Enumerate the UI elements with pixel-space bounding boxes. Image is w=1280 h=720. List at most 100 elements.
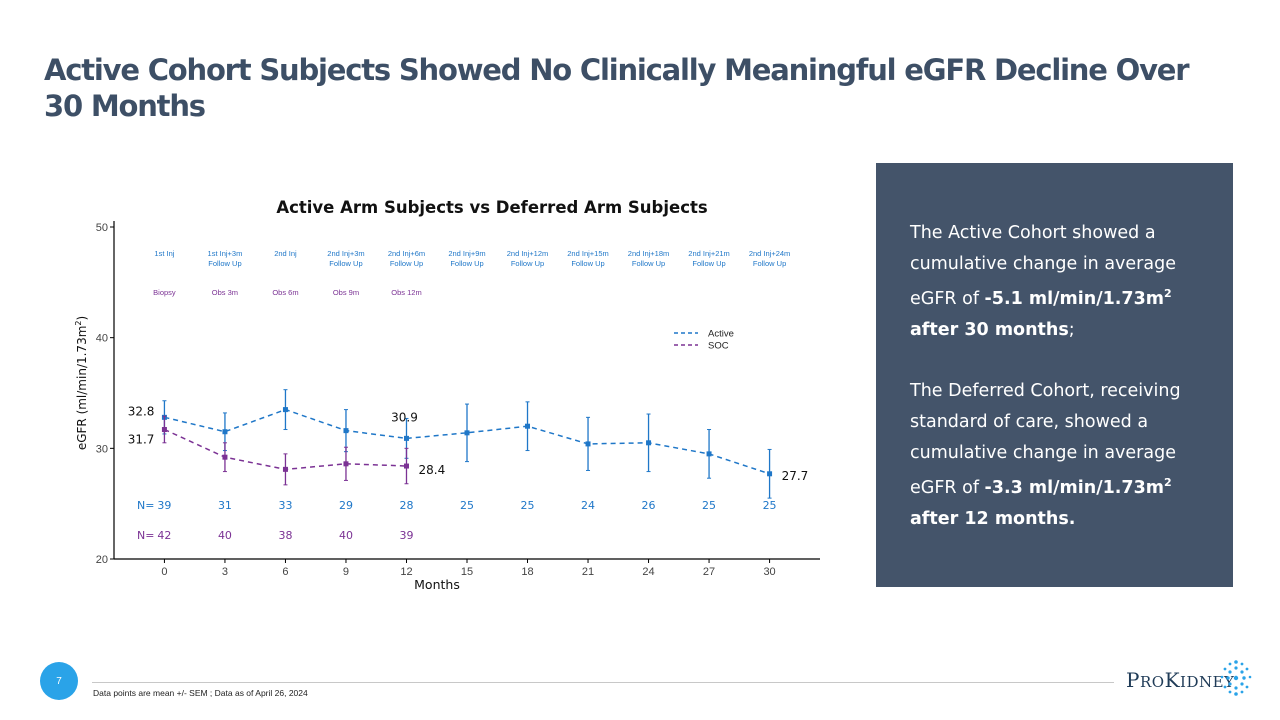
active-data-point: [646, 440, 652, 446]
y-tick-label: 50: [96, 222, 108, 234]
soc-n-value: 39: [399, 529, 413, 542]
timeline-active-label: Follow Up: [571, 259, 604, 268]
active-data-point: [464, 430, 470, 436]
active-data-point: [282, 407, 288, 413]
active-n-value: 25: [702, 499, 716, 512]
active-data-point: [767, 471, 773, 477]
deferred-summary-value: -3.3 ml/min/1.73m2 after 12 months.: [910, 476, 1172, 529]
y-tick-label: 20: [96, 554, 108, 566]
active-data-point: [343, 428, 349, 434]
legend-label-active: Active: [708, 329, 734, 340]
page-title: Active Cohort Subjects Showed No Clinica…: [44, 53, 1190, 123]
data-value-label: 32.8: [128, 404, 155, 418]
x-tick-label: 3: [222, 566, 228, 578]
active-n-value: 26: [642, 499, 656, 512]
y-axis-label-sup: 2: [74, 321, 83, 326]
timeline-soc-label: Obs 6m: [272, 288, 298, 297]
active-n-value: 29: [339, 499, 353, 512]
active-n-value: 33: [278, 499, 292, 512]
active-n-value: 25: [460, 499, 474, 512]
timeline-active-label: Follow Up: [208, 259, 241, 268]
soc-data-point: [161, 427, 167, 433]
egfr-line-chart: Active Arm Subjects vs Deferred Arm Subj…: [74, 198, 820, 592]
deferred-summary-text: The Deferred Cohort, receiving standard …: [910, 381, 1181, 499]
timeline-active-label: 2nd Inj+21m: [688, 249, 730, 258]
timeline-soc-label: Obs 9m: [333, 288, 359, 297]
summary-panel: [876, 163, 1233, 587]
data-value-label: 30.9: [391, 410, 418, 424]
y-axis-label-end: ): [75, 316, 89, 321]
timeline-active-label: Follow Up: [632, 259, 665, 268]
data-value-label: 27.7: [782, 469, 809, 483]
summary-text: The Active Cohort showed a cumulative ch…: [910, 218, 1210, 535]
timeline-active-label: Follow Up: [511, 259, 544, 268]
timeline-active-label: 2nd Inj: [274, 249, 297, 258]
soc-data-point: [343, 461, 349, 467]
timeline-active-label: Follow Up: [329, 259, 362, 268]
timeline-active-label: 2nd Inj+24m: [749, 249, 791, 258]
timeline-active-label: 2nd Inj+3m: [327, 249, 364, 258]
y-tick-label: 30: [96, 443, 108, 455]
logo-wordmark: PROKIDNEY: [1126, 668, 1235, 692]
logo-dots-icon: [1220, 660, 1252, 696]
timeline-active-label: Follow Up: [692, 259, 725, 268]
deferred-duration: after 12 months.: [910, 508, 1076, 529]
x-tick-label: 0: [161, 566, 167, 578]
active-summary-end: ;: [1068, 319, 1075, 340]
soc-data-point: [403, 463, 409, 469]
active-n-value: 31: [218, 499, 232, 512]
active-summary-value: -5.1 ml/min/1.73m2 after 30 months: [910, 287, 1172, 340]
x-tick-label: 30: [763, 566, 775, 578]
x-axis-label: Months: [414, 577, 460, 592]
active-cohort-summary: The Active Cohort showed a cumulative ch…: [910, 218, 1210, 346]
deferred-unit-superscript: 2: [1164, 476, 1172, 490]
timeline-active-label: 1st Inj+3m: [208, 249, 243, 258]
timeline-active-label: 2nd Inj+9m: [448, 249, 485, 258]
timeline-active-label: 1st Inj: [154, 249, 174, 258]
active-data-point: [222, 429, 228, 435]
prokidney-logo: PROKIDNEY: [1124, 658, 1254, 698]
active-unit-superscript: 2: [1164, 287, 1172, 301]
timeline-soc-label: Obs 3m: [212, 288, 238, 297]
footer-divider: [92, 682, 1114, 683]
active-series-line: [164, 408, 770, 475]
x-tick-label: 18: [521, 566, 533, 578]
legend-label-soc: SOC: [708, 341, 729, 352]
footnote: Data points are mean +/- SEM ; Data as o…: [93, 688, 308, 698]
active-n-value: 25: [763, 499, 777, 512]
timeline-soc-label: Obs 12m: [391, 288, 421, 297]
y-tick-label: 40: [96, 333, 108, 345]
timeline-active-label: 2nd Inj+6m: [388, 249, 425, 258]
x-tick-label: 6: [282, 566, 288, 578]
active-summary-text: The Active Cohort showed a cumulative ch…: [910, 223, 1176, 310]
x-tick-label: 15: [461, 566, 473, 578]
x-tick-label: 21: [582, 566, 594, 578]
x-tick-label: 27: [703, 566, 715, 578]
soc-n-value: 40: [339, 529, 353, 542]
timeline-active-label: Follow Up: [753, 259, 786, 268]
soc-n-value: 42: [157, 529, 171, 542]
soc-n-value: 38: [278, 529, 292, 542]
y-axis-label-main: eGFR (ml/min/1.73m: [75, 326, 89, 451]
soc-data-point: [282, 466, 288, 472]
active-n-value: 28: [399, 499, 413, 512]
active-change-value: -5.1 ml/min/1.73m: [984, 289, 1165, 310]
active-data-point: [706, 451, 712, 457]
soc-n-value: 40: [218, 529, 232, 542]
x-tick-label: 12: [400, 566, 412, 578]
active-data-point: [525, 423, 531, 429]
soc-data-point: [222, 454, 228, 460]
x-tick-label: 24: [642, 566, 654, 578]
timeline-soc-label: Biopsy: [153, 288, 176, 297]
x-tick-label: 9: [343, 566, 349, 578]
active-n-value: 25: [521, 499, 535, 512]
active-n-value: 24: [581, 499, 595, 512]
active-n-label: N=: [137, 499, 154, 512]
chart-title: Active Arm Subjects vs Deferred Arm Subj…: [276, 198, 708, 217]
timeline-active-label: 2nd Inj+15m: [567, 249, 609, 258]
timeline-active-label: 2nd Inj+12m: [507, 249, 549, 258]
data-value-label: 28.4: [418, 463, 445, 477]
active-n-value: 39: [157, 499, 171, 512]
timeline-active-label: 2nd Inj+18m: [628, 249, 670, 258]
active-duration: after 30 months: [910, 319, 1069, 340]
